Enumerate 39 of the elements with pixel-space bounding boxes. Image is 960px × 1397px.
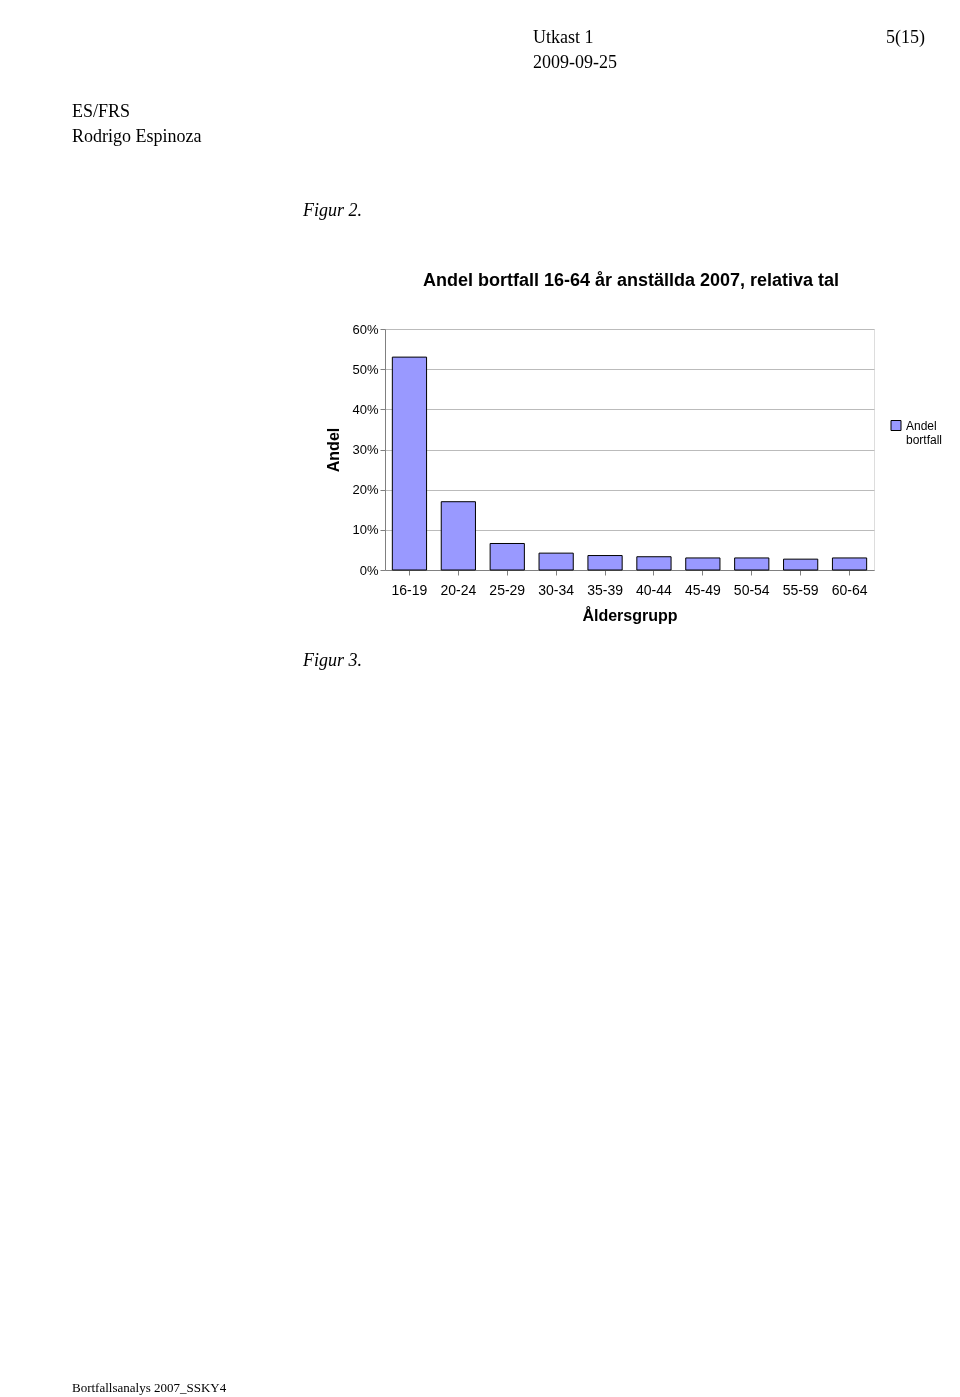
x-tick-label: 40-44 [636,581,673,598]
bar [685,557,721,571]
bar [636,556,672,571]
y-tick-label: 20% [352,482,379,498]
text: Utkast 1 [533,27,594,47]
x-tick-label: 35-39 [587,581,624,598]
y-tick-label: 10% [352,522,379,538]
y-tick-label: 30% [352,442,379,457]
bar [489,542,525,571]
y-tick-label: 0% [359,562,379,578]
text: ES/FRS [72,101,131,121]
x-tick-label: 50-54 [733,581,770,598]
bar [734,557,770,571]
text: Bortfallsanalys 2007_SSKY4 [72,1380,227,1395]
text: Rodrigo Espinoza [72,126,202,146]
bar [391,356,428,571]
bar [538,552,574,571]
text: Figur 2. [302,200,363,220]
y-tick-label: 50% [352,361,379,377]
x-axis-title: Åldersgrupp [582,605,678,624]
x-tick-label: 30-34 [538,581,575,598]
y-tick-label: 40% [352,401,379,417]
bar [831,557,868,571]
text: Figur 3. [302,650,363,670]
bar [587,555,623,571]
x-tick-label: 55-59 [782,581,819,598]
bar [783,558,819,571]
chart-title: Andel bortfall 16-64 år anställda 2007, relativa tal [422,270,840,290]
x-tick-label: 16-19 [391,581,428,598]
x-tick-label: 60-64 [831,581,868,598]
x-tick-label: 25-29 [489,581,526,598]
bar [440,501,476,571]
text: 2009-09-25 [533,52,617,72]
y-axis-title: Andel [325,427,343,473]
x-tick-label: 20-24 [440,581,477,598]
x-tick-label: 45-49 [684,581,721,598]
y-tick-label: 60% [352,321,379,337]
legend-label: Andel bortfall [906,418,943,447]
text: 5(15) [886,27,925,48]
